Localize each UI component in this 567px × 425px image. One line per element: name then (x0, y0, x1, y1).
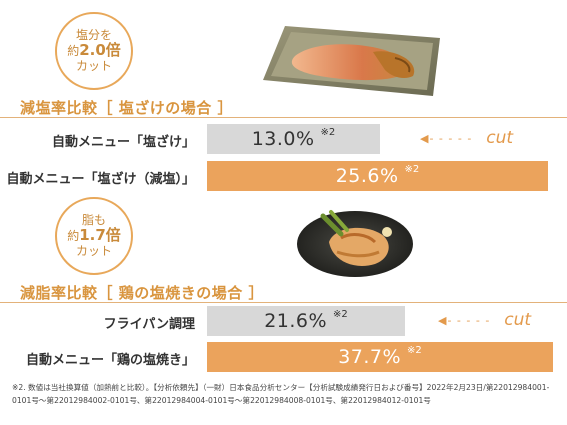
fat-row2-label: 自動メニュー「鶏の塩焼き」 (25, 353, 195, 368)
left-arrow-icon: ◀- - - - - (438, 313, 491, 327)
salt-row1-bar: 13.0% ※2 (207, 124, 380, 154)
salt-row1-label: 自動メニュー「塩ざけ」 (51, 135, 195, 150)
fat-row2-note: ※2 (407, 344, 422, 356)
left-arrow-icon: ◀- - - - - (420, 131, 473, 145)
salt-heading-divider (0, 117, 567, 118)
fat-row2-value: 37.7% (338, 346, 402, 368)
fat-comparison-heading: 減脂率比較［ 鶏の塩焼きの場合 ］ (20, 284, 264, 302)
grilled-chicken-plate-photo (297, 210, 413, 277)
fat-row1-bar: 21.6% ※2 (207, 306, 405, 336)
badge-line3: カット (75, 59, 112, 73)
salt-cut-label: cut (486, 128, 514, 148)
fat-cut-label: cut (504, 310, 532, 330)
badge-prefix: 約 (67, 229, 80, 243)
fat-row2-bar: 37.7% ※2 (207, 342, 553, 372)
salt-row1-value: 13.0% (251, 128, 315, 150)
fat-heading-divider (0, 302, 567, 303)
fat-cut-badge: 脂も 約1.7倍 カット (55, 197, 133, 275)
salt-row2-bar: 25.6% ※2 (207, 161, 548, 191)
salt-row2-label: 自動メニュー「塩ざけ（減塩）」 (6, 172, 195, 187)
badge-line1: 塩分を (75, 28, 112, 42)
fat-row1-value: 21.6% (264, 310, 328, 332)
badge-line1: 脂も (81, 213, 106, 227)
salt-cut-badge: 塩分を 約2.0倍 カット (55, 12, 133, 90)
badge-line3: カット (75, 244, 112, 258)
salt-row2-note: ※2 (404, 163, 420, 175)
badge-value: 2.0倍 (79, 41, 121, 59)
salt-row2-value: 25.6% (335, 165, 399, 187)
fat-row1-label: フライパン調理 (103, 317, 195, 332)
salt-cut-indicator: ◀- - - - - cut (420, 128, 513, 148)
fat-cut-indicator: ◀- - - - - cut (438, 310, 531, 330)
badge-value: 1.7倍 (79, 226, 121, 244)
salt-comparison-heading: 減塩率比較［ 塩ざけの場合 ］ (20, 99, 233, 117)
salt-row1-note: ※2 (320, 126, 336, 138)
badge-prefix: 約 (67, 44, 80, 58)
salted-salmon-plate-photo (263, 26, 440, 96)
footnote: ※2. 数値は当社換算値（加熱前と比較）。【分析依頼先】（一財）日本食品分析セン… (12, 383, 550, 405)
fat-row1-note: ※2 (333, 308, 348, 320)
